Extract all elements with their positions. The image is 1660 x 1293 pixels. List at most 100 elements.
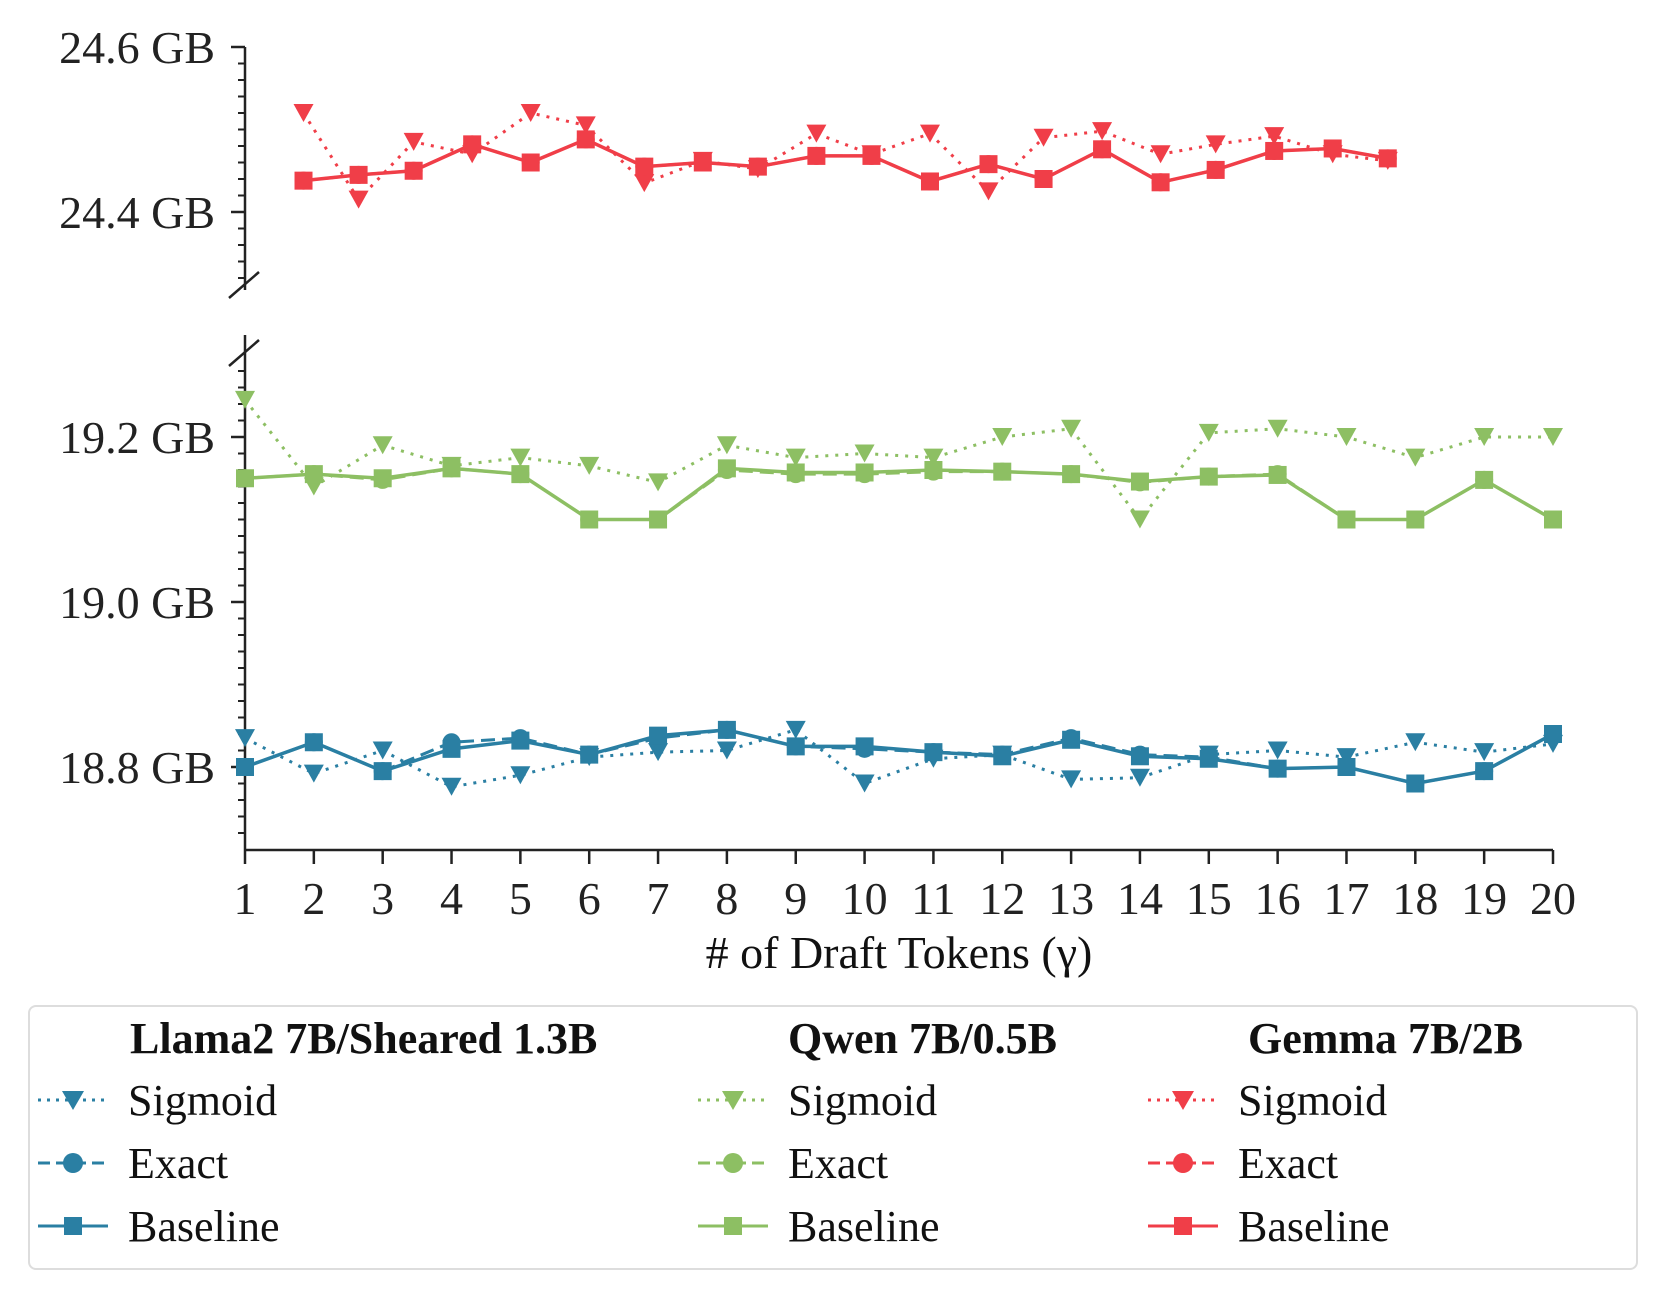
- data-point-gemma-baseline: [1378, 149, 1397, 168]
- y-tick-label-lower: 18.8 GB: [59, 742, 215, 793]
- series-line-llama2-exact: [244, 728, 1554, 786]
- legend-swatch-llama-exact: [38, 1153, 108, 1173]
- data-point-gemma-baseline: [1323, 139, 1342, 158]
- legend-group-title-qwen: Qwen 7B/0.5B: [788, 1014, 1057, 1063]
- data-point-qwen-sigmoid: [1474, 428, 1495, 446]
- x-tick-label: 2: [302, 873, 325, 924]
- legend-label-llama-exact: Exact: [128, 1138, 229, 1188]
- data-point-llama2-baseline: [924, 743, 943, 762]
- data-point-llama2-baseline: [993, 747, 1012, 766]
- data-point-gemma-sigmoid: [806, 124, 827, 143]
- legend-label-gemma-exact: Exact: [1238, 1138, 1339, 1188]
- data-point-qwen-baseline: [511, 465, 530, 484]
- y-tick-label-lower: 19.2 GB: [59, 412, 215, 463]
- x-tick-label: 6: [578, 873, 601, 924]
- series-line-qwen-baseline: [244, 466, 1554, 522]
- x-tick-label: 17: [1323, 873, 1369, 924]
- data-point-gemma-baseline: [979, 155, 998, 174]
- data-point-gemma-baseline: [463, 135, 482, 154]
- legend-label-llama-baseline: Baseline: [128, 1201, 280, 1251]
- data-point-llama2-baseline: [1268, 759, 1287, 778]
- data-point-qwen-sigmoid: [854, 444, 875, 463]
- data-point-gemma-baseline: [748, 157, 767, 176]
- data-point-gemma-sigmoid: [1150, 145, 1171, 164]
- data-point-qwen-sigmoid: [1543, 428, 1563, 446]
- data-point-qwen-baseline: [1268, 465, 1287, 484]
- data-point-gemma-baseline: [1093, 140, 1112, 159]
- x-tick-label: 11: [911, 873, 955, 924]
- legend-item-llama-exact: Exact: [38, 1133, 228, 1193]
- legend-label-qwen-exact: Exact: [788, 1138, 889, 1188]
- data-point-gemma-baseline: [349, 165, 368, 184]
- x-tick-label: 19: [1461, 873, 1507, 924]
- data-point-qwen-baseline: [1062, 465, 1081, 484]
- y-tick-label-lower: 19.0 GB: [59, 577, 215, 628]
- data-point-qwen-baseline: [236, 469, 254, 488]
- legend-swatch-gemma-sigmoid: [1148, 1091, 1218, 1110]
- legend-item-qwen-sigmoid: Sigmoid: [698, 1070, 937, 1130]
- data-point-qwen-sigmoid: [1198, 423, 1219, 442]
- x-tick-label: 20: [1530, 873, 1576, 924]
- data-point-qwen-baseline: [649, 510, 668, 529]
- legend-item-llama-baseline: Baseline: [38, 1196, 280, 1256]
- data-point-gemma-sigmoid: [1033, 128, 1054, 147]
- legend-item-gemma-sigmoid: Sigmoid: [1148, 1070, 1387, 1130]
- data-point-llama2-sigmoid: [785, 720, 806, 739]
- legend-label-gemma-baseline: Baseline: [1238, 1201, 1390, 1251]
- legend-swatch-llama-baseline: [38, 1217, 108, 1235]
- data-point-qwen-sigmoid: [648, 473, 669, 492]
- data-point-llama2-sigmoid: [1336, 748, 1357, 767]
- data-point-llama2-sigmoid: [716, 741, 737, 760]
- data-point-qwen-baseline: [717, 459, 736, 478]
- data-point-qwen-baseline: [304, 465, 323, 484]
- data-point-llama2-baseline: [1199, 749, 1218, 768]
- data-point-qwen-baseline: [855, 463, 874, 482]
- legend-item-qwen-baseline: Baseline: [698, 1196, 940, 1256]
- data-point-qwen-sigmoid: [372, 436, 393, 455]
- legend-item-qwen-exact: Exact: [698, 1133, 888, 1193]
- legend-swatch-qwen-exact: [698, 1153, 768, 1173]
- legend-label-gemma-sigmoid: Sigmoid: [1238, 1075, 1388, 1125]
- y-tick-label-upper: 24.4 GB: [59, 187, 215, 238]
- data-point-qwen-sigmoid: [1061, 419, 1082, 438]
- data-point-qwen-sigmoid: [1129, 510, 1150, 529]
- x-tick-label: 4: [440, 873, 463, 924]
- x-tick-label: 15: [1186, 873, 1232, 924]
- data-point-gemma-baseline: [1151, 173, 1170, 192]
- data-point-gemma-baseline: [807, 146, 826, 165]
- data-point-gemma-baseline: [862, 146, 881, 165]
- legend-item-llama-sigmoid: Sigmoid: [38, 1070, 277, 1130]
- data-point-llama2-baseline: [580, 745, 599, 764]
- data-point-llama2-sigmoid: [372, 741, 393, 760]
- data-point-qwen-sigmoid: [510, 448, 531, 467]
- data-point-llama2-baseline: [717, 720, 736, 739]
- data-point-llama2-sigmoid: [1129, 768, 1150, 787]
- series-line-llama2-baseline: [244, 728, 1554, 786]
- legend-swatch-llama-sigmoid: [38, 1091, 108, 1110]
- data-point-llama2-baseline: [1062, 730, 1081, 749]
- data-point-llama2-baseline: [1337, 758, 1356, 776]
- legend-swatch-gemma-baseline: [1148, 1217, 1218, 1235]
- data-point-gemma-sigmoid: [575, 116, 596, 135]
- data-point-qwen-baseline: [786, 463, 805, 482]
- x-tick-label: 14: [1117, 873, 1163, 924]
- x-tick-label: 16: [1255, 873, 1301, 924]
- data-point-qwen-sigmoid: [235, 390, 255, 409]
- data-point-qwen-sigmoid: [579, 456, 600, 475]
- data-point-gemma-baseline: [294, 171, 313, 190]
- x-axis-title: # of Draft Tokens (γ): [706, 927, 1093, 978]
- data-point-qwen-baseline: [993, 462, 1012, 481]
- legend-swatch-gemma-exact: [1148, 1153, 1218, 1173]
- series-line-qwen-exact: [244, 466, 1554, 521]
- data-point-gemma-sigmoid: [978, 182, 999, 201]
- x-tick-label: 9: [784, 873, 807, 924]
- data-point-qwen-baseline: [442, 459, 461, 478]
- data-point-gemma-sigmoid: [634, 174, 655, 193]
- data-point-llama2-baseline: [649, 726, 668, 745]
- data-point-gemma-baseline: [521, 153, 540, 172]
- data-point-qwen-baseline: [1406, 510, 1425, 529]
- x-tick-label: 12: [979, 873, 1025, 924]
- data-point-gemma-baseline: [1206, 160, 1225, 179]
- x-tick-label: 1: [234, 873, 257, 924]
- data-point-gemma-sigmoid: [1264, 127, 1285, 146]
